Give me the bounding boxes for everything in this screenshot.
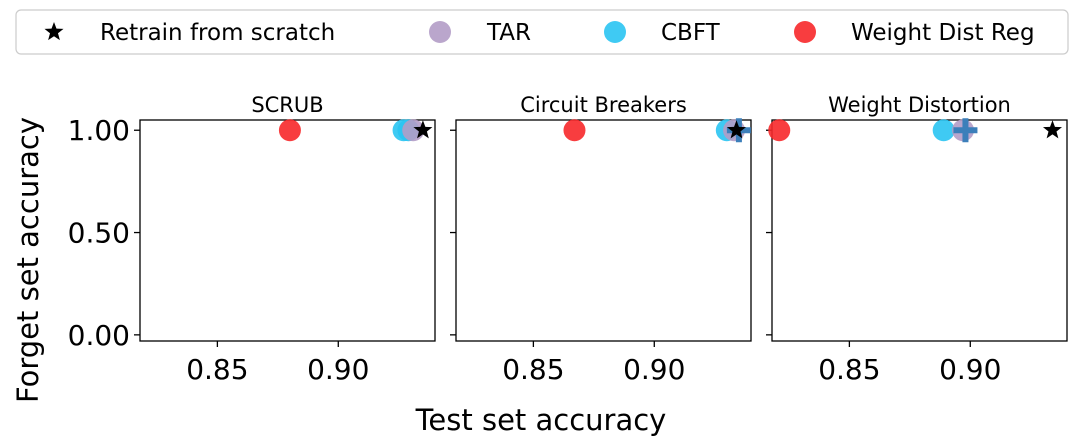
legend-circle-marker — [604, 21, 626, 43]
panel-frame — [139, 119, 436, 342]
panel-points — [563, 118, 751, 143]
y-tick-label: 0.50 — [68, 217, 130, 250]
x-tick-label: 0.90 — [307, 353, 369, 386]
panel: Circuit Breakers 0.85 0.90 — [450, 93, 752, 386]
data-point-star — [413, 120, 433, 139]
panel-frame — [771, 119, 1068, 342]
legend-star-marker — [44, 22, 64, 41]
legend-circle-marker — [794, 21, 816, 43]
y-axis-label: Forget set accuracy — [11, 117, 45, 403]
legend-label: Weight Dist Reg — [851, 20, 1035, 46]
y-tick-label: 0.00 — [68, 319, 130, 352]
panel-title: SCRUB — [251, 93, 323, 117]
legend-circle-marker — [429, 21, 451, 43]
x-tick-label: 0.85 — [818, 353, 880, 386]
panel: Weight Distortion 0.85 0.90 — [766, 93, 1068, 386]
panel-title: Circuit Breakers — [520, 93, 687, 117]
x-tick-label: 0.90 — [623, 353, 685, 386]
x-tick-label: 0.85 — [502, 353, 564, 386]
legend-label: Retrain from scratch — [100, 20, 335, 46]
legend-label: TAR — [486, 20, 531, 46]
data-point-circle — [768, 119, 791, 142]
legend-entry: CBFT — [604, 20, 721, 46]
panel-frame — [455, 119, 752, 342]
x-tick-label: 0.90 — [939, 353, 1001, 386]
data-point-circle — [278, 119, 301, 142]
panel: SCRUB 0.00 0.50 1.00 0.85 0.90 — [68, 93, 436, 386]
legend-entry: Weight Dist Reg — [794, 20, 1035, 46]
x-tick-label: 0.85 — [186, 353, 248, 386]
panel-points — [768, 118, 1062, 143]
data-point-plus — [953, 118, 978, 143]
panel-points — [278, 119, 433, 142]
data-point-circle — [563, 119, 586, 142]
data-point-star — [1042, 120, 1062, 139]
legend-entry: Retrain from scratch — [44, 20, 335, 46]
legend: Retrain from scratch TAR CBFT Weight Dist R… — [15, 9, 1069, 55]
legend-label: CBFT — [661, 20, 721, 46]
x-axis-label: Test set accuracy — [415, 403, 667, 437]
legend-entry: TAR — [429, 20, 531, 46]
data-point-circle — [932, 119, 955, 142]
y-tick-label: 1.00 — [68, 114, 130, 147]
data-point-star — [726, 120, 746, 139]
panel-title: Weight Distortion — [828, 93, 1011, 117]
